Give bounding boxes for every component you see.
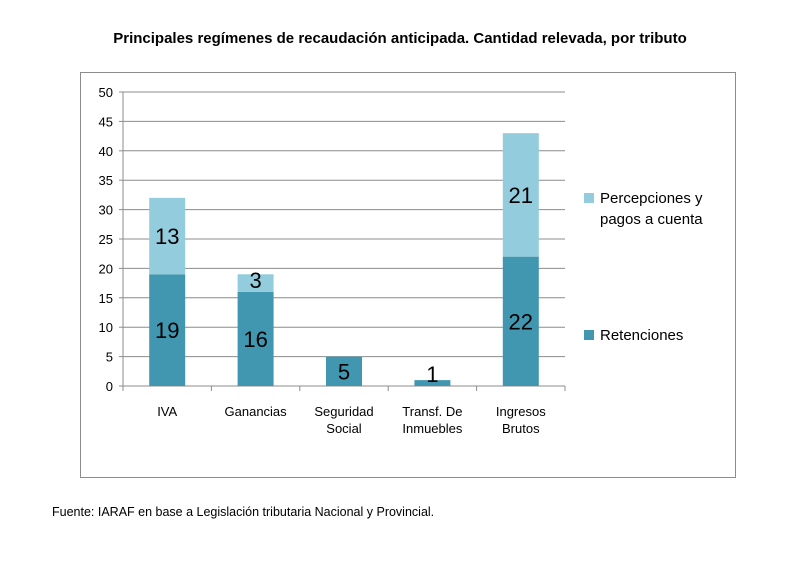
data-label: 16 bbox=[243, 327, 267, 352]
data-label: 19 bbox=[155, 318, 179, 343]
source-note: Fuente: IARAF en base a Legislación trib… bbox=[52, 505, 435, 519]
y-tick-label: 40 bbox=[99, 144, 113, 159]
data-label: 5 bbox=[338, 359, 350, 384]
bar-retenciones-0 bbox=[149, 274, 186, 386]
data-label: 3 bbox=[249, 268, 261, 293]
data-label: 21 bbox=[509, 183, 533, 208]
data-label: 1 bbox=[426, 362, 438, 387]
y-tick-label: 5 bbox=[106, 350, 113, 365]
legend-swatch bbox=[584, 330, 594, 340]
y-tick-label: 50 bbox=[99, 85, 113, 100]
x-tick-label: IVA bbox=[157, 404, 177, 419]
y-tick-label: 25 bbox=[99, 232, 113, 247]
data-label: 13 bbox=[155, 224, 179, 249]
y-tick-label: 20 bbox=[99, 261, 113, 276]
y-tick-label: 45 bbox=[99, 114, 113, 129]
bar-percepciones-4 bbox=[502, 133, 539, 257]
data-label: 22 bbox=[509, 309, 533, 334]
x-tick-label: Social bbox=[326, 421, 362, 436]
chart-frame bbox=[80, 72, 736, 478]
bar-percepciones-1 bbox=[237, 274, 274, 292]
y-tick-label: 10 bbox=[99, 320, 113, 335]
legend-label: Retenciones bbox=[600, 327, 683, 344]
y-tick-label: 0 bbox=[106, 379, 113, 394]
bar-retenciones-4 bbox=[502, 256, 539, 386]
y-tick-label: 15 bbox=[99, 291, 113, 306]
x-tick-label: Ingresos bbox=[496, 404, 546, 419]
bar-retenciones-2 bbox=[326, 356, 362, 386]
x-tick-label: Brutos bbox=[502, 421, 540, 436]
x-tick-label: Transf. De bbox=[402, 404, 462, 419]
chart-title: Principales regímenes de recaudación ant… bbox=[113, 30, 687, 47]
legend-label: Percepciones y bbox=[600, 190, 703, 207]
x-tick-label: Inmuebles bbox=[402, 421, 462, 436]
x-tick-label: Ganancias bbox=[225, 404, 288, 419]
bar-retenciones-1 bbox=[237, 291, 274, 386]
bar-retenciones-3 bbox=[414, 380, 451, 386]
bar-percepciones-0 bbox=[149, 197, 186, 275]
y-tick-label: 30 bbox=[99, 203, 113, 218]
legend-swatch bbox=[584, 193, 594, 203]
x-tick-label: Seguridad bbox=[314, 404, 373, 419]
legend-label: pagos a cuenta bbox=[600, 211, 703, 228]
y-tick-label: 35 bbox=[99, 173, 113, 188]
